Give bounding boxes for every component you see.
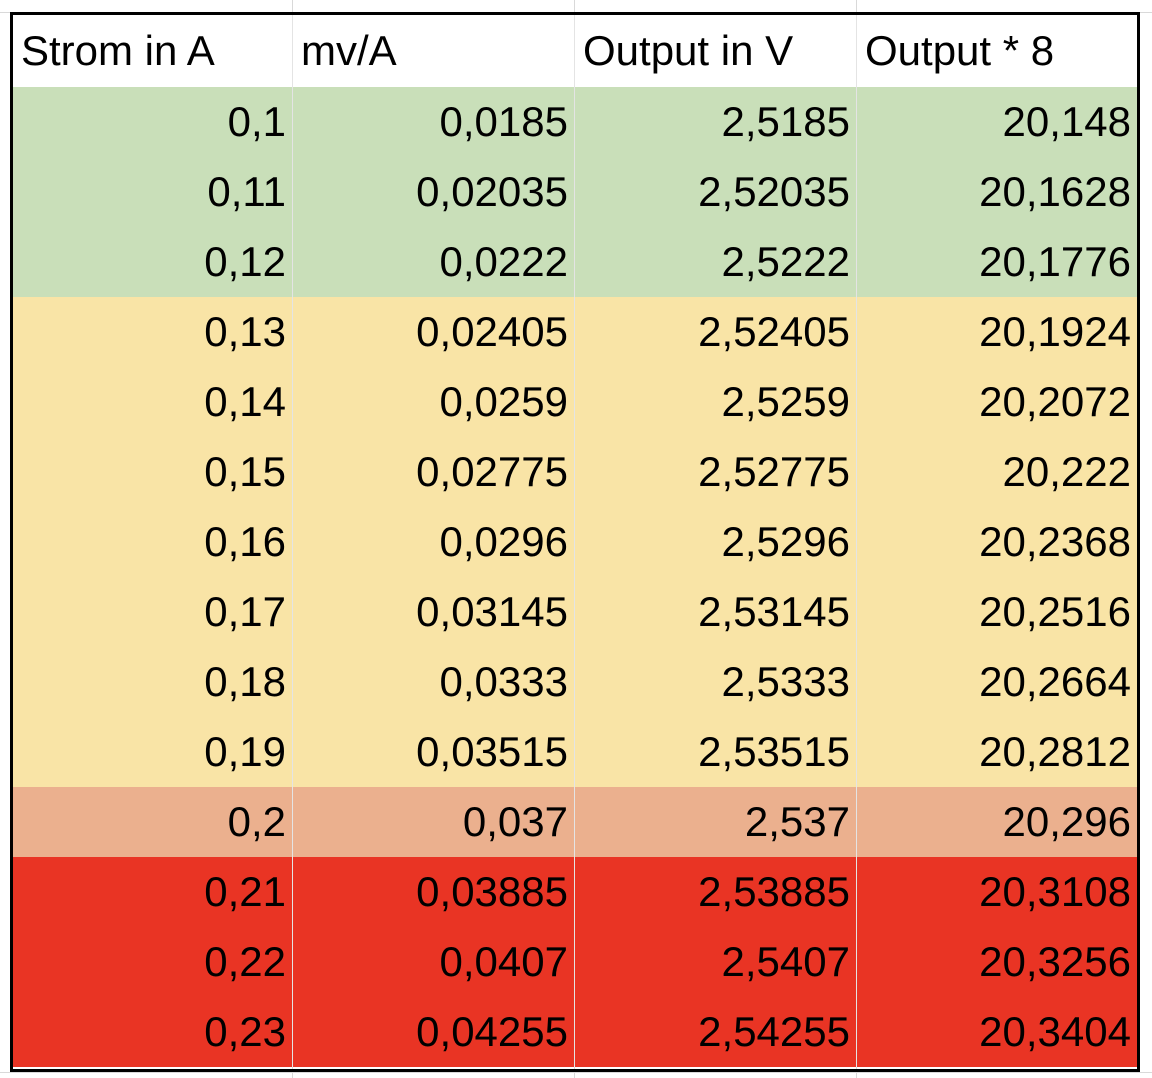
table-row: 0,17 0,03145 2,53145 20,2516: [13, 577, 1137, 647]
cell-output-v[interactable]: 2,5222: [575, 227, 857, 297]
table-row: 0,16 0,0296 2,5296 20,2368: [13, 507, 1137, 577]
table-row: 0,22 0,0407 2,5407 20,3256: [13, 927, 1137, 997]
table-row: 0,1 0,0185 2,5185 20,148: [13, 87, 1137, 157]
cell-output-v[interactable]: 2,5185: [575, 87, 857, 157]
cell-strom[interactable]: 0,22: [13, 927, 293, 997]
cell-output-v[interactable]: 2,52405: [575, 297, 857, 367]
header-cell-mv-per-a[interactable]: mv/A: [293, 15, 575, 87]
table-header-row: Strom in A mv/A Output in V Output * 8: [13, 15, 1137, 87]
table-row: 0,15 0,02775 2,52775 20,222: [13, 437, 1137, 507]
cell-strom[interactable]: 0,14: [13, 367, 293, 437]
cell-mv-per-a[interactable]: 0,02775: [293, 437, 575, 507]
cell-output-v[interactable]: 2,53515: [575, 717, 857, 787]
cell-strom[interactable]: 0,17: [13, 577, 293, 647]
cell-mv-per-a[interactable]: 0,0185: [293, 87, 575, 157]
cell-strom[interactable]: 0,12: [13, 227, 293, 297]
gridline: [0, 1072, 1152, 1073]
cell-output-x8[interactable]: 20,222: [1002, 448, 1131, 495]
cell-output-x8[interactable]: 20,2368: [979, 518, 1131, 565]
table-body: 0,1 0,0185 2,5185 20,148 0,11 0,02035 2,52035 2…: [13, 87, 1137, 1067]
cell-output-v[interactable]: 2,53145: [575, 577, 857, 647]
cell-mv-per-a[interactable]: 0,0407: [293, 927, 575, 997]
table-row: 0,11 0,02035 2,52035 20,1628: [13, 157, 1137, 227]
cell-output-x8[interactable]: 20,3404: [979, 1008, 1131, 1055]
cell-output-x8[interactable]: 20,296: [1002, 798, 1131, 845]
header-cell-output-v[interactable]: Output in V: [575, 15, 857, 87]
cell-mv-per-a[interactable]: 0,037: [293, 787, 575, 857]
cell-output-x8[interactable]: 20,3256: [979, 938, 1131, 985]
table-row: 0,18 0,0333 2,5333 20,2664: [13, 647, 1137, 717]
cell-output-x8[interactable]: 20,2072: [979, 378, 1131, 425]
cell-strom[interactable]: 0,15: [13, 437, 293, 507]
header-cell-output-x8[interactable]: Output * 8: [865, 27, 1055, 74]
cell-output-v[interactable]: 2,5333: [575, 647, 857, 717]
cell-output-x8[interactable]: 20,2664: [979, 658, 1131, 705]
cell-mv-per-a[interactable]: 0,0222: [293, 227, 575, 297]
cell-mv-per-a[interactable]: 0,0333: [293, 647, 575, 717]
cell-output-v[interactable]: 2,5407: [575, 927, 857, 997]
table-row: 0,12 0,0222 2,5222 20,1776: [13, 227, 1137, 297]
table-row: 0,2 0,037 2,537 20,296: [13, 787, 1137, 857]
cell-strom[interactable]: 0,11: [13, 157, 293, 227]
cell-strom[interactable]: 0,13: [13, 297, 293, 367]
cell-mv-per-a[interactable]: 0,03515: [293, 717, 575, 787]
cell-output-x8[interactable]: 20,3108: [979, 868, 1131, 915]
table-row: 0,13 0,02405 2,52405 20,1924: [13, 297, 1137, 367]
cell-output-x8[interactable]: 20,2812: [979, 728, 1131, 775]
cell-mv-per-a[interactable]: 0,0259: [293, 367, 575, 437]
cell-strom[interactable]: 0,21: [13, 857, 293, 927]
table-row: 0,19 0,03515 2,53515 20,2812: [13, 717, 1137, 787]
cell-output-v[interactable]: 2,52775: [575, 437, 857, 507]
cell-output-x8[interactable]: 20,148: [1002, 98, 1131, 145]
cell-output-x8[interactable]: 20,1628: [979, 168, 1131, 215]
cell-mv-per-a[interactable]: 0,04255: [293, 997, 575, 1067]
cell-mv-per-a[interactable]: 0,02035: [293, 157, 575, 227]
cell-mv-per-a[interactable]: 0,03145: [293, 577, 575, 647]
cell-strom[interactable]: 0,19: [13, 717, 293, 787]
data-table: Strom in A mv/A Output in V Output * 8 0…: [10, 12, 1140, 1072]
cell-mv-per-a[interactable]: 0,0296: [293, 507, 575, 577]
cell-output-v[interactable]: 2,5259: [575, 367, 857, 437]
cell-strom[interactable]: 0,16: [13, 507, 293, 577]
cell-strom[interactable]: 0,2: [13, 787, 293, 857]
cell-strom[interactable]: 0,23: [13, 997, 293, 1067]
cell-strom[interactable]: 0,1: [13, 87, 293, 157]
cell-output-v[interactable]: 2,537: [575, 787, 857, 857]
cell-output-v[interactable]: 2,54255: [575, 997, 857, 1067]
table-row: 0,21 0,03885 2,53885 20,3108: [13, 857, 1137, 927]
header-cell-strom[interactable]: Strom in A: [13, 15, 293, 87]
cell-output-x8[interactable]: 20,1776: [979, 238, 1131, 285]
cell-output-x8[interactable]: 20,2516: [979, 588, 1131, 635]
cell-output-v[interactable]: 2,53885: [575, 857, 857, 927]
cell-mv-per-a[interactable]: 0,02405: [293, 297, 575, 367]
cell-strom[interactable]: 0,18: [13, 647, 293, 717]
table-row: 0,23 0,04255 2,54255 20,3404: [13, 997, 1137, 1067]
cell-output-x8[interactable]: 20,1924: [979, 308, 1131, 355]
cell-mv-per-a[interactable]: 0,03885: [293, 857, 575, 927]
cell-output-v[interactable]: 2,52035: [575, 157, 857, 227]
cell-output-v[interactable]: 2,5296: [575, 507, 857, 577]
table-row: 0,14 0,0259 2,5259 20,2072: [13, 367, 1137, 437]
